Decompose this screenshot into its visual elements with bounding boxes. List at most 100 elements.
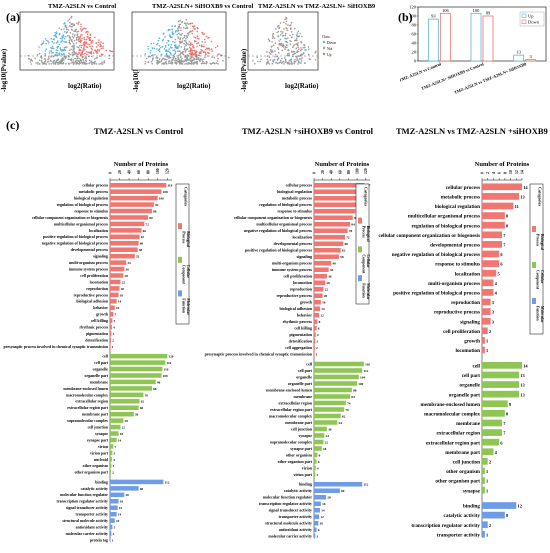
volcano-point [174, 31, 177, 33]
volcano-point [275, 61, 277, 64]
volcano-point [152, 54, 154, 56]
bar [482, 212, 505, 219]
category-label: cell [306, 361, 313, 366]
volcano-point [271, 34, 274, 37]
bar-value-label: 112 [363, 483, 368, 487]
category-label: behavior [297, 313, 312, 318]
volcano-point [164, 61, 167, 64]
volcano-point [80, 23, 82, 26]
bar-value-label: 2 [489, 329, 492, 334]
category-label: behavior [93, 306, 108, 310]
volcano-point [267, 38, 270, 41]
volcano-point [55, 61, 57, 64]
volcano-point [157, 39, 160, 42]
bar-value-label: 72 [346, 236, 350, 240]
volcano-point [189, 22, 192, 25]
bar-value-label: 3 [113, 332, 115, 336]
volcano-point [50, 56, 52, 58]
bar-value-label: 74 [347, 401, 351, 405]
volcano-point [91, 41, 93, 43]
volcano-point [228, 56, 230, 59]
volcano-point [75, 28, 78, 31]
bar-value-label: 8 [319, 320, 321, 324]
volcano-point [68, 35, 71, 38]
volcano-point [179, 20, 181, 22]
volcano-point [194, 61, 197, 64]
bar-value-label: 4 [495, 281, 498, 286]
volcano-point [185, 60, 188, 62]
volcano-xlabel-3: log2(Ratio) [285, 82, 319, 90]
bar [314, 527, 317, 533]
volcano-point [179, 33, 181, 36]
volcano-point [159, 61, 161, 64]
category-label: reproduction [290, 287, 313, 292]
volcano-point [94, 49, 96, 51]
x-tick-label: 60 [338, 170, 342, 174]
volcano-point [287, 24, 289, 26]
bar-value-label: 100 [358, 382, 363, 386]
volcano-point [284, 57, 286, 59]
bar [314, 189, 362, 195]
volcano-point [285, 40, 288, 43]
volcano-point [207, 52, 209, 54]
volcano-point [186, 22, 189, 24]
volcano-point [160, 53, 163, 56]
volcano-point [95, 63, 98, 65]
volcano-point [222, 59, 224, 62]
legend-swatch [358, 275, 362, 282]
category-label: developmental process [71, 248, 109, 252]
category-label: presynaptic process involved in chemical… [4, 345, 109, 349]
volcano-point [298, 35, 300, 38]
volcano-point [55, 42, 58, 44]
volcano-point [91, 45, 93, 47]
volcano-point [83, 43, 86, 46]
volcano-point [65, 41, 68, 44]
volcano-point [85, 46, 88, 48]
volcano-point [190, 43, 192, 45]
volcano-point [289, 28, 292, 31]
volcano-point [189, 50, 192, 52]
volcano-point [44, 50, 47, 52]
volcano-point [301, 57, 304, 59]
volcano-point [73, 51, 76, 54]
volcano-point [69, 58, 71, 61]
volcano-point [51, 52, 53, 54]
volcano-point [268, 39, 271, 42]
volcano-point [97, 44, 99, 46]
volcano-point [171, 63, 173, 65]
volcano-point [69, 32, 72, 34]
volcano-point [30, 63, 33, 65]
volcano-point [67, 29, 70, 31]
volcano-point [59, 37, 62, 40]
bar [482, 381, 520, 388]
volcano-point [181, 40, 183, 42]
volcano-point [92, 52, 95, 54]
category-label: transporter activity [437, 532, 481, 538]
volcano-point [100, 41, 102, 43]
bar [314, 306, 321, 312]
volcano-point [174, 25, 176, 27]
category-label: biological regulation [74, 197, 109, 201]
volcano-point [75, 36, 78, 39]
category-label: multicellular organismal process [54, 222, 109, 226]
volcano-point [259, 60, 262, 63]
volcano-point [260, 58, 262, 61]
volcano-point [271, 41, 273, 43]
volcano-point [79, 35, 82, 38]
x-tick-label: 10 [509, 170, 513, 174]
category-label: multi-organism process [69, 261, 108, 265]
volcano-point [60, 28, 63, 31]
volcano-point [177, 54, 180, 57]
category-label: binding [299, 482, 312, 487]
bar [314, 413, 341, 419]
volcano-frame-3 [247, 11, 319, 71]
volcano-point [305, 49, 307, 51]
volcano-point [171, 61, 173, 64]
volcano-point [274, 56, 276, 58]
volcano-point [285, 61, 288, 63]
category-label: molecular function regulator [263, 495, 312, 500]
bar [314, 426, 327, 432]
volcano-point [61, 60, 64, 63]
category-label: supramolecular complex [67, 419, 108, 423]
bar [110, 392, 144, 398]
